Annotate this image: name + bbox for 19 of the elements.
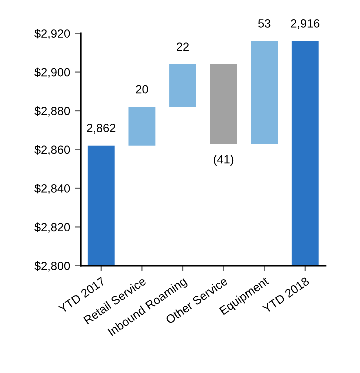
y-tick-label: $2,840: [34, 184, 70, 194]
bar: [128, 107, 156, 146]
data-label: 2,916: [291, 20, 320, 30]
bar: [170, 64, 196, 108]
bar: [88, 146, 115, 266]
bar: [292, 41, 319, 266]
data-label: (41): [214, 155, 234, 166]
data-label: 20: [136, 85, 148, 94]
y-tick-label: $2,820: [34, 222, 70, 234]
y-tick-label: $2,880: [34, 106, 70, 117]
y-tick-label: $2,900: [34, 68, 70, 78]
y-tick-label: $2,860: [34, 145, 70, 156]
data-label: 22: [177, 42, 189, 51]
data-label: 2,862: [87, 124, 116, 134]
y-tick-label: $2,920: [34, 29, 70, 40]
y-tick-label: $2,800: [34, 261, 70, 272]
bar: [210, 64, 238, 144]
bar: [251, 41, 278, 144]
data-label: 53: [258, 20, 271, 28]
